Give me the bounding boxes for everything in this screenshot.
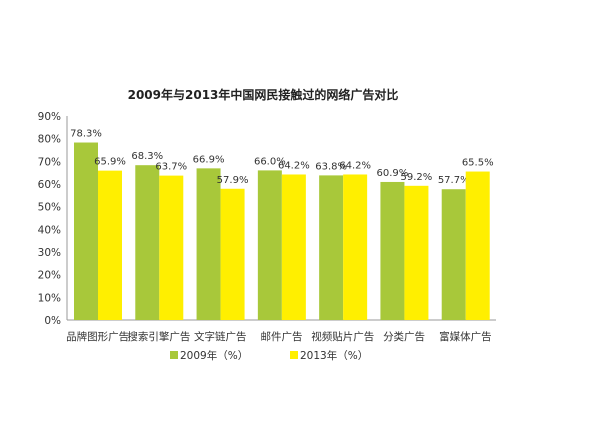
- y-tick-label: 70%: [38, 156, 61, 168]
- data-label: 78.3%: [70, 129, 102, 140]
- bar-2013: [404, 185, 429, 320]
- x-tick-label: 分类广告: [383, 330, 425, 343]
- bar-2013: [98, 170, 122, 320]
- data-label: 64.2%: [278, 160, 310, 171]
- y-tick-label: 90%: [38, 111, 61, 123]
- x-tick-label: 品牌图形广告: [66, 330, 129, 343]
- data-label: 65.9%: [94, 157, 126, 168]
- data-label: 64.2%: [339, 160, 371, 171]
- y-tick-label: 80%: [38, 134, 61, 146]
- data-label: 63.7%: [155, 162, 187, 173]
- legend: 2009年（%） 2013年（%）: [170, 349, 368, 362]
- data-label: 60.9%: [377, 168, 409, 179]
- data-label: 57.7%: [438, 175, 470, 186]
- chart-title: 2009年与2013年中国网民接触过的网络广告对比: [128, 87, 399, 102]
- data-label: 65.5%: [462, 158, 494, 169]
- legend-swatch-2013: [290, 351, 298, 359]
- legend-label: 2013年（%）: [300, 349, 368, 362]
- bar-2009: [319, 175, 344, 320]
- bar-2009: [74, 142, 98, 320]
- bar-2009: [380, 181, 405, 320]
- y-tick-label: 60%: [38, 179, 61, 191]
- data-label: 68.3%: [131, 151, 163, 162]
- x-tick-label: 视频贴片广告: [311, 330, 374, 343]
- data-label: 66.0%: [254, 156, 286, 167]
- bar-2009: [257, 170, 282, 320]
- legend-label: 2009年（%）: [180, 349, 248, 362]
- bar-2013: [281, 174, 306, 320]
- y-tick-label: 10%: [38, 292, 61, 304]
- bars: 78.3%65.9% 68.3%63.7%66.9%57.9%66.0%64.2%…: [70, 129, 494, 320]
- x-tick-label: 邮件广告: [261, 330, 303, 343]
- y-tick-label: 20%: [38, 270, 61, 282]
- legend-swatch-2009: [170, 351, 178, 359]
- data-label: 63.8%: [315, 161, 347, 172]
- y-tick-label: 30%: [38, 247, 61, 259]
- bar-2013: [220, 188, 245, 320]
- axes: 0% 10% 20% 30% 40% 50% 60% 70% 80% 90% 品牌图形广告搜索引擎广…: [38, 111, 496, 343]
- y-tick-label: 0%: [44, 315, 61, 327]
- bar-2013: [159, 175, 184, 320]
- x-tick-label: 文字链广告: [194, 330, 247, 343]
- y-tick-label: 50%: [38, 202, 61, 214]
- bar-2009: [196, 168, 221, 320]
- data-label: 57.9%: [217, 175, 249, 186]
- data-label: 66.9%: [193, 154, 225, 165]
- bar-2013: [343, 174, 368, 320]
- data-label: 59.2%: [401, 172, 433, 183]
- x-tick-label: 富媒体广告: [439, 330, 492, 343]
- bar-2013: [465, 171, 490, 320]
- y-tick-label: 40%: [38, 224, 61, 236]
- bar-2009: [135, 165, 160, 320]
- bar-2009: [441, 189, 466, 320]
- x-tick-label: 搜索引擎广告: [127, 330, 190, 343]
